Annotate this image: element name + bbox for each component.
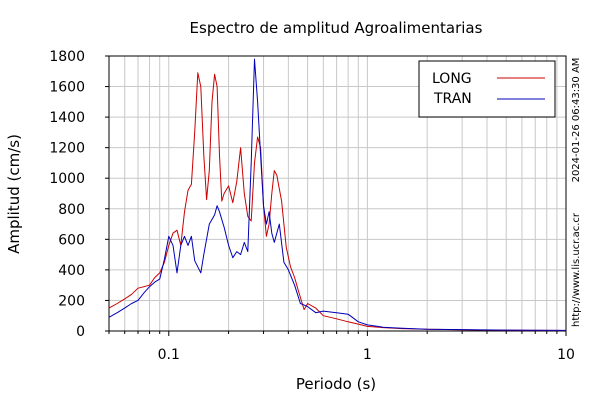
- x-tick-label: 0.1: [158, 347, 180, 363]
- legend-label-tran: TRAN: [433, 91, 472, 107]
- series-line-long: [108, 72, 567, 331]
- timestamp-text: 2024-01-26 06:43:30 AM: [571, 58, 582, 183]
- y-tick-label: 1800: [49, 49, 85, 65]
- legend: LONG TRAN: [418, 60, 556, 118]
- y-tick-label: 1200: [49, 141, 85, 157]
- y-tick-label: 400: [58, 263, 85, 279]
- y-tick-label: 1400: [49, 110, 85, 126]
- y-tick-label: 0: [76, 324, 85, 340]
- y-tick-label: 200: [58, 293, 85, 309]
- plot-area-frame: [108, 55, 567, 332]
- x-tick-label: 10: [557, 347, 575, 363]
- legend-label-long: LONG: [432, 71, 472, 87]
- y-axis-label: Amplitud (cm/s): [5, 134, 23, 254]
- website-text: http://www.lis.ucr.ac.cr: [571, 212, 582, 327]
- y-tick-label: 600: [58, 232, 85, 248]
- y-tick-label: 800: [58, 202, 85, 218]
- axis-ticks: 0 200 400 600 800 1000 1200 1400 1600 1800 0.1 1 10: [49, 49, 575, 363]
- chart-title: Espectro de amplitud Agroalimentarias: [190, 19, 483, 37]
- y-tick-label: 1600: [49, 80, 85, 96]
- series-layer: [108, 58, 567, 331]
- series-line-tran: [108, 58, 567, 331]
- x-tick-label: 1: [363, 347, 372, 363]
- legend-box: [418, 60, 556, 118]
- x-axis-label: Periodo (s): [296, 375, 376, 393]
- y-tick-label: 1000: [49, 171, 85, 187]
